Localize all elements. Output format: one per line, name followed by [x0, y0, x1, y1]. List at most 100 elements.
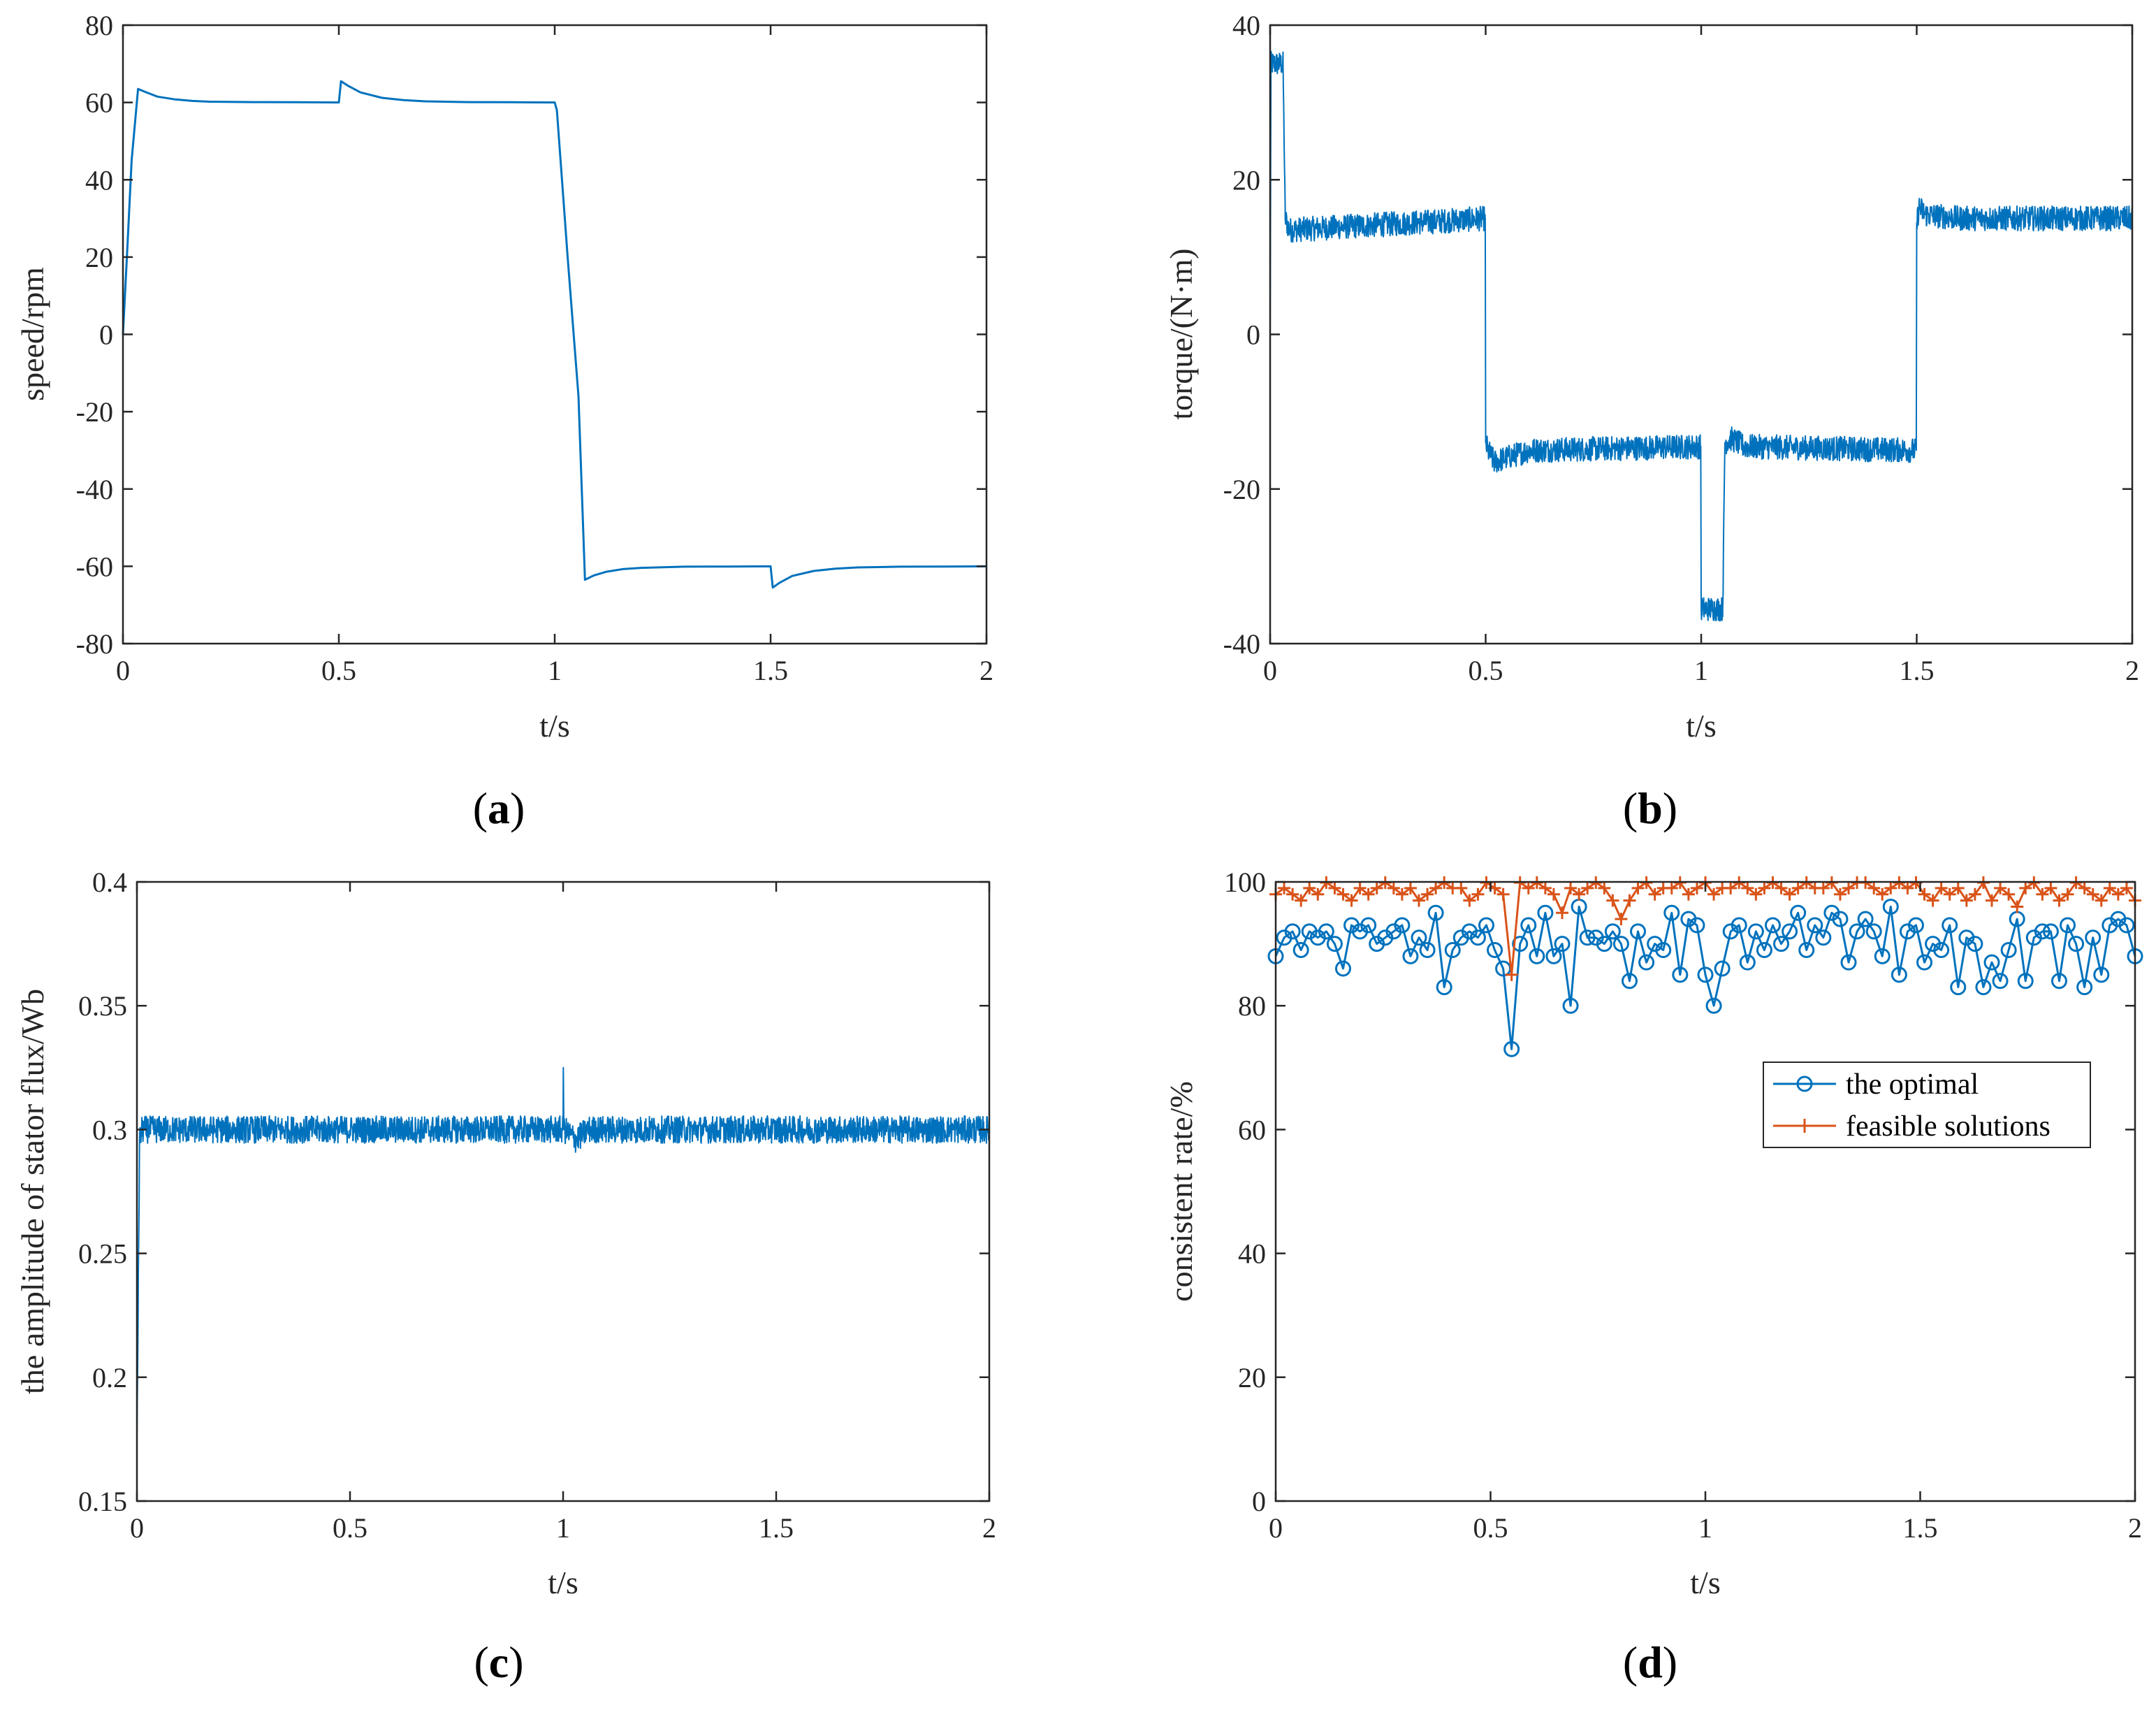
- chart-d-point-optimal: [1630, 923, 1647, 940]
- chart-a-y-label: speed/rpm: [15, 267, 50, 401]
- chart-b-series-line-0: [1269, 50, 2133, 622]
- chart-c-x-tick-label: 0.5: [333, 1512, 367, 1544]
- chart-d-legend-label-feasible: feasible solutions: [1846, 1110, 2051, 1143]
- chart-d-point-optimal: [1419, 941, 1436, 958]
- chart-d-point-feasible: [1775, 881, 1788, 894]
- chart-d-point-optimal: [1360, 917, 1377, 934]
- chart-c-y-tick-label: 0.3: [92, 1114, 127, 1145]
- chart-d-point-optimal: [1326, 936, 1343, 952]
- chart-a-x-tick-label: 0: [116, 655, 130, 686]
- chart-d-panel-close: ): [1663, 1637, 1677, 1687]
- chart-d-point-feasible: [1598, 881, 1611, 894]
- chart-d-point-feasible: [1951, 881, 1965, 894]
- chart-d-point-optimal: [1284, 923, 1301, 940]
- chart-b-y-tick-label: -40: [1223, 628, 1260, 660]
- chart-d-series-line-0: [1274, 905, 2136, 1050]
- chart-b-x-tick-label: 0.5: [1469, 655, 1503, 686]
- chart-d-point-optimal: [1697, 966, 1714, 983]
- chart-d-point-optimal: [1579, 929, 1596, 946]
- chart-d-point-feasible: [1994, 881, 2007, 894]
- chart-d-legend-marker-optimal: [1796, 1075, 1813, 1092]
- chart-d-point-optimal: [1840, 954, 1857, 971]
- chart-d-point-optimal: [1773, 936, 1790, 952]
- chart-a-y-tick-label: -80: [76, 628, 113, 660]
- chart-d-point-feasible: [1421, 887, 1434, 901]
- chart-d-point-feasible: [1842, 881, 1855, 894]
- chart-d-point-optimal: [1815, 929, 1832, 946]
- chart-a-panel-open: (: [473, 783, 488, 833]
- chart-d-point-optimal: [1747, 923, 1764, 940]
- chart-d-point-feasible: [1303, 881, 1316, 894]
- chart-d-point-feasible: [1816, 881, 1830, 894]
- chart-d-x-tick-label: 0.5: [1473, 1512, 1508, 1544]
- chart-d-point-optimal: [1857, 911, 1874, 927]
- chart-d-point-optimal: [1621, 973, 1638, 990]
- chart-d-point-optimal: [2000, 941, 2017, 958]
- chart-d-point-feasible: [1968, 887, 1981, 901]
- chart-d-point-optimal: [1849, 923, 1865, 940]
- chart-d-point-feasible: [1286, 887, 1299, 901]
- chart-b-x-tick-label: 0: [1263, 655, 1277, 686]
- chart-a-y-tick-label: -60: [76, 551, 113, 582]
- chart-d-point-optimal: [1756, 941, 1772, 958]
- chart-d-point-feasible: [2095, 894, 2108, 907]
- chart-d-point-optimal: [1487, 941, 1503, 958]
- chart-b-y-tick-label: 20: [1232, 164, 1260, 196]
- chart-d-point-optimal: [1503, 1041, 1520, 1057]
- chart-d-point-feasible: [1345, 894, 1358, 907]
- chart-d-point-feasible: [1758, 881, 1771, 894]
- chart-a-panel-close: ): [510, 783, 525, 833]
- chart-c-x-tick-label: 2: [982, 1512, 996, 1544]
- chart-c-panel-close: ): [509, 1637, 523, 1687]
- chart-c-x-tick-label: 1: [556, 1512, 570, 1544]
- chart-d-point-optimal: [1318, 923, 1334, 940]
- chart-b-y-tick-label: 40: [1232, 10, 1260, 41]
- chart-a-ticks-layer: 0 0.5 1 1.5 2 -80 -60 -40 -20 0 20 40 60 80: [76, 10, 993, 686]
- chart-d-point-feasible: [1943, 887, 1956, 901]
- chart-b-panel-close: ): [1663, 783, 1677, 833]
- chart-a-x-tick-label: 0.5: [321, 655, 356, 686]
- chart-d-point-optimal: [1782, 923, 1798, 940]
- chart-c-y-tick-label: 0.25: [78, 1238, 127, 1270]
- chart-d-point-feasible: [1926, 894, 1939, 907]
- chart-d-point-feasible: [1370, 881, 1383, 894]
- chart-d-point-optimal: [1545, 948, 1562, 964]
- chart-d-point-feasible: [2036, 887, 2049, 901]
- chart-d-point-optimal: [1655, 941, 1672, 958]
- chart-c-x-tick-label: 1.5: [759, 1512, 794, 1544]
- chart-d-point-optimal: [1529, 948, 1545, 964]
- chart-d-y-tick-label: 40: [1238, 1238, 1266, 1270]
- chart-d-point-feasible: [1682, 887, 1695, 901]
- chart-d-point-optimal: [1562, 997, 1579, 1014]
- chart-a-y-tick-label: 0: [99, 319, 113, 351]
- chart-b-series-layer: [1269, 50, 2133, 622]
- chart-d-point-optimal: [1689, 917, 1705, 934]
- chart-d-point-feasible: [2103, 881, 2116, 894]
- chart-d-point-feasible: [1833, 887, 1847, 901]
- chart-d-point-feasible: [1581, 881, 1594, 894]
- chart-d-point-feasible: [1707, 887, 1721, 901]
- chart-a-y-tick-label: -20: [76, 396, 113, 428]
- chart-d-point-feasible: [1564, 881, 1578, 894]
- chart-d-legend-box: [1763, 1061, 2091, 1148]
- chart-c-y-tick-label: 0.2: [92, 1362, 127, 1393]
- chart-a-y-tick-label: -40: [76, 474, 113, 505]
- chart-b: 0 0.5 1 1.5 2 -40 -20 0 20 40 t/s torque/(N·m) (b…: [1163, 10, 2139, 833]
- chart-d-point-optimal: [1764, 917, 1781, 934]
- chart-d-point-optimal: [1731, 917, 1747, 934]
- chart-d-point-feasible: [2011, 900, 2024, 913]
- chart-d-point-optimal: [1798, 941, 1815, 958]
- chart-d-point-feasible: [1960, 894, 1973, 907]
- chart-d-point-optimal: [1942, 917, 1958, 934]
- chart-d-panel-letter: d: [1638, 1637, 1663, 1687]
- chart-d-point-optimal: [1882, 898, 1899, 915]
- chart-b-y-label: torque/(N·m): [1163, 248, 1199, 419]
- chart-d-point-feasible: [2086, 887, 2099, 901]
- chart-d-point-feasible: [1328, 881, 1341, 894]
- chart-d-point-feasible: [1387, 881, 1400, 894]
- chart-d-y-tick-label: 80: [1238, 990, 1266, 1022]
- chart-d-y-tick-label: 0: [1252, 1486, 1266, 1517]
